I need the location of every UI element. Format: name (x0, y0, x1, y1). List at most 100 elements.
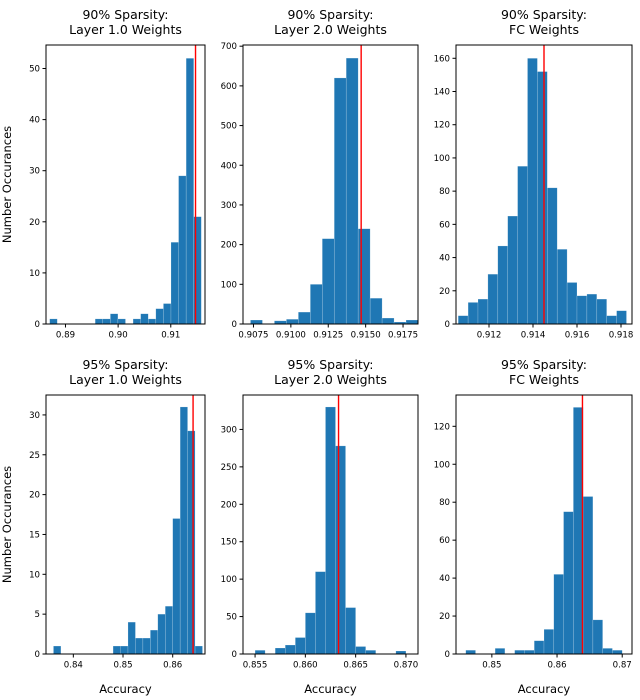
svg-text:0.865: 0.865 (343, 661, 368, 671)
subplot-90-layer1: 90% Sparsity: Layer 1.0 Weights 0.89 0.90… (0, 0, 213, 350)
svg-text:0.855: 0.855 (243, 661, 268, 671)
svg-text:600: 600 (221, 82, 237, 92)
svg-text:0.91: 0.91 (161, 331, 180, 341)
svg-text:200: 200 (221, 241, 237, 251)
subplot-title: 90% Sparsity: FC Weights (426, 0, 640, 37)
svg-text:Accuracy: Accuracy (99, 682, 152, 696)
subplot-title: 90% Sparsity: Layer 2.0 Weights (213, 0, 426, 37)
histogram-90-layer2-canvas: 0.9075 0.9100 0.9125 0.9150 0.9175 0 100 200 300… (221, 42, 419, 341)
svg-text:0: 0 (35, 320, 40, 330)
svg-text:25: 25 (29, 451, 40, 461)
histogram-95-fc-canvas: 0.85 0.86 0.87 0 20 40 60 80 100 120 Accuracy (434, 394, 633, 696)
subplot-95-layer1: 95% Sparsity: Layer 1.0 Weights 0.84 0.85… (0, 350, 213, 700)
svg-text:50: 50 (29, 65, 40, 75)
svg-text:80: 80 (439, 187, 450, 197)
svg-text:0.89: 0.89 (56, 331, 75, 341)
svg-text:0.918: 0.918 (609, 331, 634, 341)
svg-text:0.90: 0.90 (109, 331, 128, 341)
svg-text:250: 250 (221, 463, 237, 473)
subplot-title-line2: Layer 2.0 Weights (274, 22, 387, 37)
svg-text:0.9150: 0.9150 (351, 331, 381, 341)
subplot-title: 95% Sparsity: Layer 2.0 Weights (213, 350, 426, 387)
svg-text:0.9175: 0.9175 (388, 331, 418, 341)
svg-text:100: 100 (434, 460, 450, 470)
histogram-90-fc-canvas: 0.912 0.914 0.916 0.918 0 20 40 60 80 100 120 140 16… (434, 44, 634, 341)
svg-text:40: 40 (439, 254, 450, 264)
svg-text:30: 30 (29, 411, 40, 421)
svg-text:20: 20 (439, 287, 450, 297)
svg-text:300: 300 (221, 425, 237, 435)
svg-text:Number Occurances: Number Occurances (0, 126, 14, 243)
svg-text:400: 400 (221, 161, 237, 171)
svg-text:Accuracy: Accuracy (304, 682, 357, 696)
subplot-95-layer2: 95% Sparsity: Layer 2.0 Weights 0.855 0.8… (213, 350, 426, 700)
subplot-title-line2: FC Weights (509, 22, 579, 37)
svg-text:40: 40 (439, 574, 450, 584)
svg-text:200: 200 (221, 500, 237, 510)
svg-text:0.860: 0.860 (293, 661, 318, 671)
histogram-95-layer2-canvas: 0.855 0.860 0.865 0.870 0 50 100 150 200 250 300 Ac… (221, 394, 419, 696)
svg-text:100: 100 (434, 154, 450, 164)
svg-text:0.86: 0.86 (163, 661, 182, 671)
subplot-title-line1: 95% Sparsity: (287, 357, 374, 372)
svg-text:120: 120 (434, 422, 450, 432)
svg-text:15: 15 (29, 530, 40, 540)
svg-text:0: 0 (232, 320, 237, 330)
svg-text:20: 20 (29, 491, 40, 501)
subplot-title: 95% Sparsity: Layer 1.0 Weights (0, 350, 213, 387)
subplot-title-line2: Layer 1.0 Weights (69, 372, 182, 387)
svg-text:140: 140 (434, 88, 450, 98)
svg-text:20: 20 (29, 218, 40, 228)
histogram-95-layer1-canvas: 0.84 0.85 0.86 0 5 10 15 20 25 30 Accuracy Number O… (0, 394, 206, 696)
svg-text:120: 120 (434, 121, 450, 131)
svg-text:60: 60 (439, 536, 450, 546)
svg-text:150: 150 (221, 538, 237, 548)
subplot-90-layer2: 90% Sparsity: Layer 2.0 Weights 0.9075 0.… (213, 0, 426, 350)
subplot-title-line2: Layer 1.0 Weights (69, 22, 182, 37)
svg-text:60: 60 (439, 220, 450, 230)
svg-text:10: 10 (29, 570, 40, 580)
svg-text:0: 0 (232, 650, 237, 660)
subplot-95-fc: 95% Sparsity: FC Weights 0.85 0.86 0.87 0 20… (426, 350, 640, 700)
svg-text:50: 50 (226, 613, 237, 623)
svg-text:80: 80 (439, 498, 450, 508)
subplot-title: 90% Sparsity: Layer 1.0 Weights (0, 0, 213, 37)
svg-text:20: 20 (439, 612, 450, 622)
svg-text:0.85: 0.85 (113, 661, 132, 671)
svg-text:40: 40 (29, 116, 40, 126)
subplot-title-line2: FC Weights (509, 372, 579, 387)
svg-text:0.9075: 0.9075 (238, 331, 268, 341)
svg-text:10: 10 (29, 269, 40, 279)
svg-text:0: 0 (35, 650, 40, 660)
subplot-title-line1: 90% Sparsity: (82, 7, 169, 22)
histogram-90-layer1-canvas: 0.89 0.90 0.91 0 10 20 30 40 50 Number Occurances (0, 44, 206, 341)
svg-text:500: 500 (221, 122, 237, 132)
subplot-90-fc: 90% Sparsity: FC Weights 0.912 0.914 0.916… (426, 0, 640, 350)
svg-text:100: 100 (221, 280, 237, 290)
subplot-title-line2: Layer 2.0 Weights (274, 372, 387, 387)
subplot-title: 95% Sparsity: FC Weights (426, 350, 640, 387)
svg-text:100: 100 (221, 575, 237, 585)
svg-text:300: 300 (221, 201, 237, 211)
subplot-title-line1: 95% Sparsity: (82, 357, 169, 372)
svg-text:0.9125: 0.9125 (313, 331, 343, 341)
subplot-title-line1: 95% Sparsity: (500, 357, 587, 372)
svg-text:0.87: 0.87 (613, 661, 632, 671)
subplot-title-line1: 90% Sparsity: (500, 7, 587, 22)
svg-text:Number Occurances: Number Occurances (0, 466, 14, 583)
svg-text:0: 0 (445, 650, 450, 660)
svg-text:0.85: 0.85 (482, 661, 501, 671)
subplot-title-line1: 90% Sparsity: (287, 7, 374, 22)
svg-text:Accuracy: Accuracy (518, 682, 571, 696)
svg-text:30: 30 (29, 167, 40, 177)
svg-text:0.914: 0.914 (521, 331, 546, 341)
svg-text:0.912: 0.912 (477, 331, 502, 341)
svg-text:0.9100: 0.9100 (276, 331, 306, 341)
svg-text:0.86: 0.86 (547, 661, 566, 671)
svg-text:0.870: 0.870 (394, 661, 419, 671)
svg-text:700: 700 (221, 42, 237, 52)
svg-text:0.84: 0.84 (64, 661, 83, 671)
svg-text:0.916: 0.916 (565, 331, 590, 341)
svg-text:0: 0 (445, 320, 450, 330)
